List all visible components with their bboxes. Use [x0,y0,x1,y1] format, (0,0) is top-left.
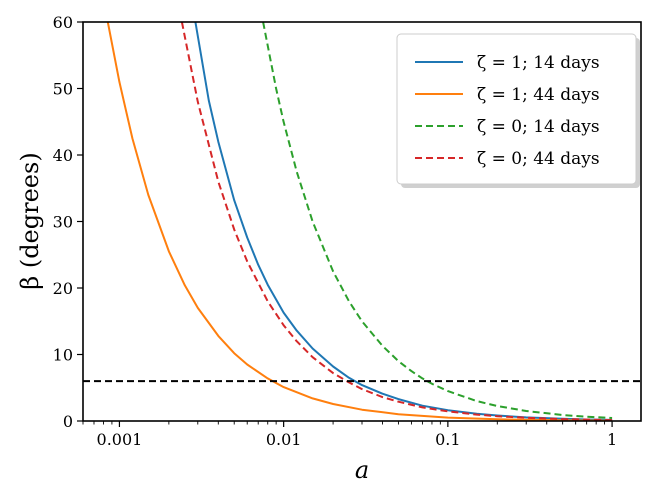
y-tick-label: 40 [53,146,73,165]
legend-label-4: ζ = 0; 44 days [477,149,600,169]
legend-label-2: ζ = 1; 44 days [477,85,600,105]
x-axis-ticks: 0.001 0.01 0.1 1 [82,421,617,449]
series-line-3 [262,22,613,419]
y-tick-label: 20 [53,279,73,298]
y-axis-label: β (degrees) [16,152,44,289]
y-tick-label: 0 [63,412,73,431]
x-tick-label: 0.01 [266,430,302,449]
x-tick-label: 0.001 [97,430,143,449]
y-tick-label: 10 [53,346,73,365]
y-tick-label: 30 [53,213,73,232]
x-axis-label: a [355,456,369,484]
x-tick-label: 0.1 [435,430,460,449]
y-tick-label: 50 [53,80,73,99]
legend-label-3: ζ = 0; 14 days [477,117,600,137]
y-tick-label: 60 [53,13,73,32]
series-line-2 [106,22,613,421]
series-line-4 [180,22,613,421]
legend-label-1: ζ = 1; 14 days [477,53,600,73]
plot-lines [106,22,613,421]
legend-box [396,33,637,185]
legend-entries: ζ = 1; 14 days ζ = 1; 44 days ζ = 0; 14 da… [415,53,600,169]
x-tick-label: 1 [607,430,617,449]
y-axis-ticks: 0 10 20 30 40 50 60 [53,13,83,431]
legend: ζ = 1; 14 days ζ = 1; 44 days ζ = 0; 14 da… [396,33,640,188]
